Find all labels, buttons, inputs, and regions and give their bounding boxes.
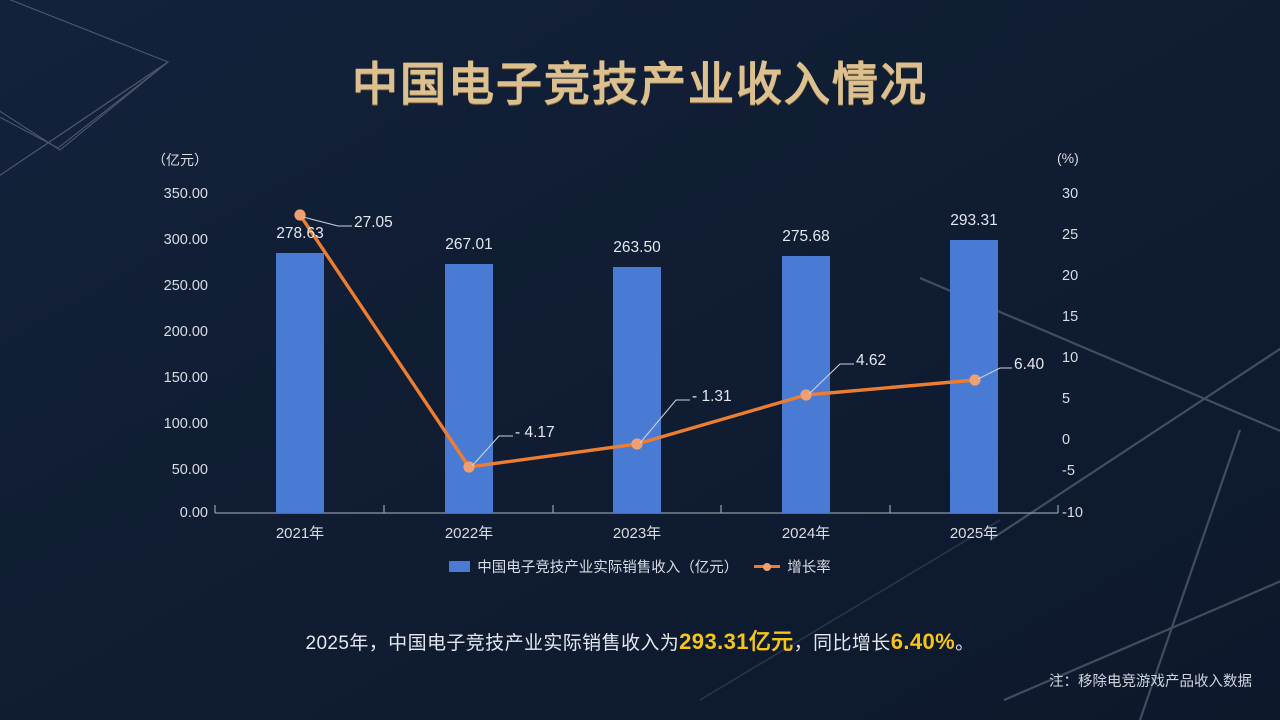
- legend-item-bar[interactable]: 中国电子竞技产业实际销售收入（亿元）: [449, 556, 738, 577]
- right-axis-unit-label: (%): [1057, 150, 1079, 166]
- caption-part-3: 。: [955, 633, 975, 654]
- left-axis-tick: 0.00: [179, 505, 208, 521]
- left-axis-tick: 350.00: [163, 186, 208, 202]
- line-value-label: - 1.31: [692, 388, 732, 405]
- left-axis-unit-label: （亿元）: [152, 152, 208, 168]
- line-value-label: 27.05: [354, 214, 393, 231]
- legend-label-line: 增长率: [787, 560, 831, 576]
- left-axis-tick: 300.00: [163, 232, 208, 248]
- legend-label-bar: 中国电子竞技产业实际销售收入（亿元）: [477, 560, 739, 576]
- line-swatch-icon: [754, 561, 781, 572]
- caption-part-2: ，同比增长: [793, 633, 891, 654]
- bar: [782, 256, 830, 513]
- right-axis-tick: 20: [1062, 268, 1079, 284]
- left-axis-tick: 100.00: [163, 416, 208, 432]
- line-value-label: 6.40: [1014, 356, 1045, 373]
- line-markers: [294, 209, 981, 473]
- caption-part-1: 2025年，中国电子竞技产业实际销售收入为: [305, 633, 680, 654]
- caption-highlight-growth: 6.40%: [890, 629, 956, 654]
- right-axis-tick: 10: [1062, 350, 1079, 366]
- x-axis-tick: 2023年: [612, 525, 662, 542]
- line-value-label: 4.62: [856, 352, 887, 369]
- footnote: 注：移除电竞游戏产品收入数据: [1049, 674, 1252, 690]
- bar-swatch-icon: [449, 561, 471, 572]
- left-axis-tick: 250.00: [163, 278, 208, 294]
- x-axis-tick: 2022年: [444, 525, 494, 542]
- right-axis-tick: -10: [1062, 505, 1083, 521]
- page-title: 中国电子竞技产业收入情况: [352, 58, 928, 110]
- left-axis-tick: 200.00: [163, 324, 208, 340]
- line-value-label: - 4.17: [515, 424, 555, 441]
- bar: [613, 267, 661, 513]
- chart-legend: 中国电子竞技产业实际销售收入（亿元） 增长率: [0, 556, 1280, 577]
- bar-value-label: 275.68: [782, 228, 830, 245]
- bar-value-label: 267.01: [445, 236, 493, 253]
- right-axis-tick: 25: [1062, 227, 1079, 243]
- legend-item-line[interactable]: 增长率: [754, 556, 831, 577]
- right-axis-tick: 0: [1062, 432, 1071, 448]
- right-axis-tick: 30: [1062, 186, 1079, 202]
- caption-highlight-revenue: 293.31亿元: [679, 629, 794, 654]
- bar-value-label: 278.63: [276, 225, 324, 242]
- right-axis-tick: -5: [1062, 463, 1075, 479]
- left-axis-tick: 50.00: [171, 462, 208, 478]
- bar-value-label: 293.31: [950, 212, 998, 229]
- x-axis-tick: 2024年: [781, 525, 831, 542]
- bar-value-label: 263.50: [613, 239, 661, 256]
- bar: [276, 253, 324, 513]
- right-axis-tick: 15: [1062, 309, 1079, 325]
- label-leader-lines: [302, 216, 1012, 467]
- x-axis-tick: 2021年: [275, 525, 325, 542]
- bar-series: [276, 240, 998, 513]
- left-axis-tick: 150.00: [163, 370, 208, 386]
- right-axis-tick: 5: [1062, 391, 1071, 407]
- x-axis-tick: 2025年: [949, 525, 999, 542]
- bar: [445, 264, 493, 513]
- summary-caption: 2025年，中国电子竞技产业实际销售收入为293.31亿元，同比增长6.40%。: [0, 624, 1280, 656]
